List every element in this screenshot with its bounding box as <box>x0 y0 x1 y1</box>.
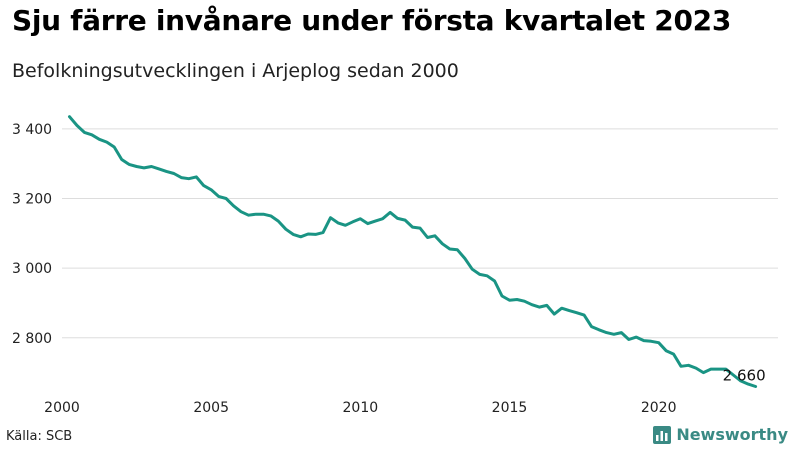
y-tick-label: 2 800 <box>12 331 52 347</box>
bar-chart-logo-icon <box>653 425 672 444</box>
y-tick-label: 3 400 <box>12 122 52 138</box>
brand-name: Newsworthy <box>676 425 788 444</box>
x-tick-label: 2000 <box>44 400 80 416</box>
x-tick-label: 2015 <box>492 400 528 416</box>
series-line <box>68 115 758 388</box>
end-value-label: 2 660 <box>723 367 766 385</box>
newsworthy-logo[interactable]: Newsworthy <box>653 425 788 444</box>
x-tick-label: 2010 <box>343 400 379 416</box>
y-tick-label: 3 200 <box>12 192 52 208</box>
y-tick-labels: 2 800 3 000 3 200 3 400 <box>12 122 52 347</box>
x-tick-label: 2020 <box>641 400 677 416</box>
x-tick-label: 2005 <box>193 400 229 416</box>
grid-layer <box>62 128 778 339</box>
source-note: Källa: SCB <box>6 429 73 444</box>
series-layer <box>68 115 758 388</box>
chart-title: Sju färre invånare under första kvartale… <box>12 4 732 37</box>
data-labels: 2 660 <box>723 367 766 385</box>
y-tick-label: 3 000 <box>12 261 52 277</box>
x-tick-labels: 2000 2005 2010 2015 2020 <box>44 400 676 416</box>
chart-subtitle: Befolkningsutvecklingen i Arjeplog sedan… <box>12 60 459 82</box>
